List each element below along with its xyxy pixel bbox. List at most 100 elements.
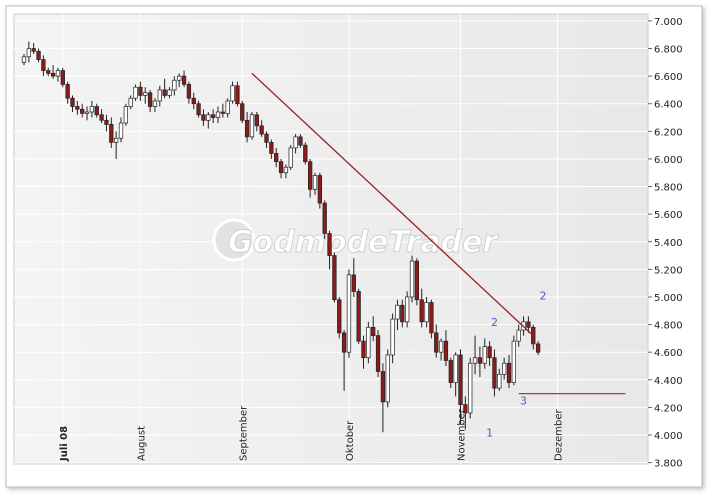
candle (346, 269, 352, 358)
candle (463, 396, 468, 430)
candle (109, 117, 114, 148)
candle (443, 330, 449, 366)
candle (206, 112, 211, 129)
y-tick-label: 5.200 (654, 265, 683, 276)
candle-body-down (70, 97, 75, 107)
y-tick-label: 5.600 (654, 210, 683, 221)
candle (84, 106, 90, 121)
candle (89, 100, 95, 118)
candle-body-down (361, 340, 366, 359)
candle-body-down (375, 335, 381, 372)
candle-body-up (21, 56, 27, 63)
trend-lines (251, 72, 626, 395)
candle (94, 103, 99, 118)
candle-body-down (434, 332, 439, 353)
x-tick-label: Juli 08 (59, 426, 70, 462)
candle-body-up (502, 362, 507, 375)
candle (385, 349, 390, 408)
candle-body-down (278, 161, 284, 174)
candle (477, 346, 483, 378)
candle (434, 324, 439, 358)
candle-body-up (152, 100, 158, 107)
candle (511, 335, 516, 386)
wave-label: 2 (491, 316, 498, 329)
candle-body-up (55, 70, 61, 77)
watermark-text: GodmodeTrader (228, 225, 499, 260)
candle-body-down (443, 340, 449, 361)
y-tick-label: 5.800 (654, 183, 683, 194)
candle (409, 255, 415, 303)
candle (138, 81, 143, 101)
candle (458, 349, 463, 424)
candle (487, 341, 492, 366)
wave-label: 3 (520, 395, 527, 408)
candle-body-up (385, 354, 390, 403)
y-tick-label: 4.000 (654, 431, 683, 442)
candle (317, 172, 322, 209)
candle-body-down (487, 346, 492, 359)
candle-body-down (138, 86, 143, 96)
candle-body-down (254, 114, 259, 127)
candle (147, 89, 153, 113)
candle-body-down (429, 302, 434, 334)
candle-body-up (177, 75, 182, 81)
candle (230, 81, 235, 104)
candle (264, 131, 269, 148)
candle-body-up (346, 274, 352, 353)
candle (220, 103, 226, 118)
candle-body-down (94, 106, 99, 116)
candle (75, 100, 80, 115)
candle (400, 299, 405, 328)
candle-body-down (259, 125, 264, 135)
candle (249, 112, 255, 140)
candle (254, 112, 259, 132)
candle (506, 354, 512, 389)
candle-body-down (458, 354, 463, 405)
candle-body-down (506, 362, 512, 383)
candle-body-up (312, 175, 318, 190)
candle-body-down (274, 153, 279, 163)
candle-body-down (196, 103, 201, 116)
candle (453, 352, 458, 397)
candle (143, 87, 148, 104)
candle-body-up (438, 340, 444, 353)
candle-body-up (172, 79, 177, 91)
y-tick-label: 6.000 (654, 155, 683, 166)
candle-body-up (283, 166, 289, 174)
candle-body-down (99, 114, 104, 121)
candle (21, 54, 27, 66)
candle (337, 296, 342, 339)
candle-body-up (89, 106, 95, 113)
candle (278, 158, 284, 179)
candle-body-down (317, 175, 322, 204)
candle (244, 112, 250, 143)
candle-body-down (240, 103, 245, 121)
wave-label: 2 (539, 290, 546, 303)
candle (36, 48, 41, 63)
candle-body-down (535, 343, 541, 353)
candle-body-down (371, 326, 376, 336)
y-tick-label: 3.800 (654, 459, 683, 470)
candle-body-down (526, 321, 531, 328)
candle-body-up (206, 114, 211, 121)
candle-body-down (308, 161, 313, 190)
candle-body-down (31, 48, 36, 52)
candle-body-up (225, 100, 230, 114)
candle-body-down (414, 260, 419, 301)
candle (526, 316, 531, 333)
candle (128, 95, 133, 110)
candle-body-down (492, 357, 497, 389)
candle-body-up (26, 48, 31, 58)
candle (113, 131, 119, 159)
candle-body-up (157, 89, 162, 102)
candle-body-down (50, 73, 56, 77)
candle (298, 134, 303, 148)
candle-body-up (453, 354, 458, 383)
candle-body-up (293, 136, 298, 149)
candle-body-up (133, 86, 138, 99)
candle (191, 92, 196, 110)
candle-body-down (104, 119, 109, 125)
candle (235, 81, 240, 107)
candle-body-up (167, 89, 172, 96)
